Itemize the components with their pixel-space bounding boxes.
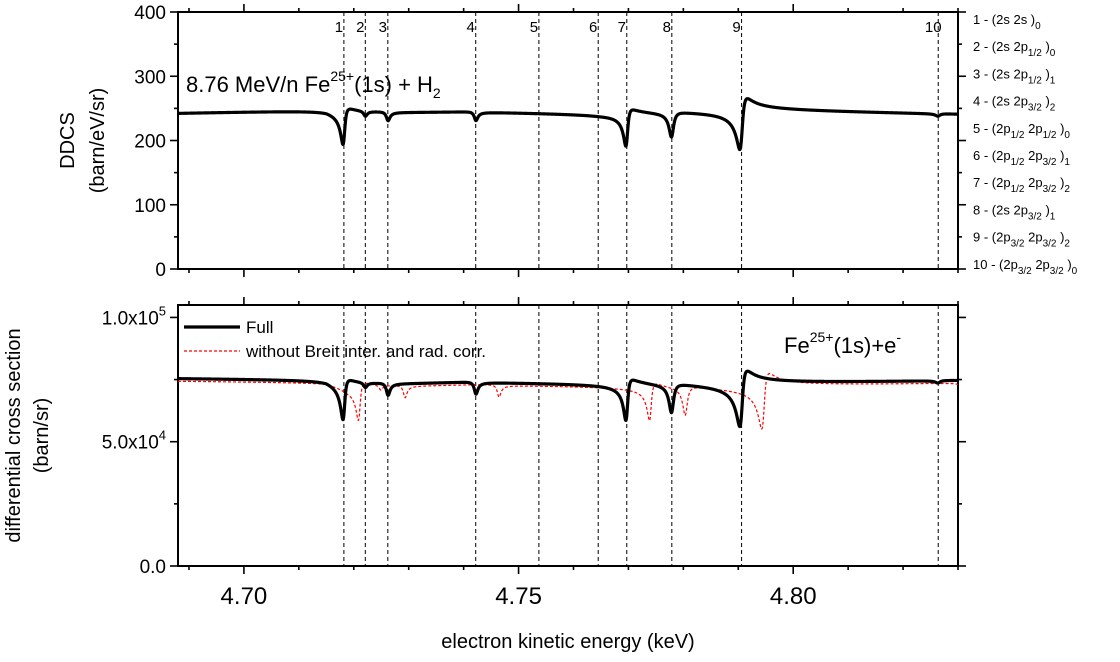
y-tick-label: 0.0 bbox=[140, 557, 166, 578]
resonance-number: 1 bbox=[335, 19, 343, 36]
state-legend-item: 4 - (2s 2p3/2​ )2​ bbox=[973, 94, 1056, 114]
x-tick-label: 4.80 bbox=[770, 583, 817, 610]
ddcs-panel: 0 100 200 300 400 DDCS (barn/eV/sr) 1 2 3 4 5 6 7 8 9 10… bbox=[57, 3, 966, 281]
process-annotation: 8.76 MeV/n Fe25+(1s) + H2 bbox=[186, 68, 441, 101]
resonance-number: 4 bbox=[467, 19, 475, 36]
state-legend-item: 3 - (2s 2p1/2​ )1​ bbox=[973, 66, 1056, 86]
y-axis-label-units: (barn/sr) bbox=[31, 398, 53, 474]
y-tick-label: 1.0x105 bbox=[102, 303, 166, 329]
x-tick-label: 4.75 bbox=[495, 583, 542, 610]
resonance-number: 3 bbox=[379, 19, 387, 36]
resonance-number: 7 bbox=[618, 19, 626, 36]
y-axis-label-units: (barn/eV/sr) bbox=[87, 88, 109, 194]
x-axis-label: electron kinetic energy (keV) bbox=[441, 631, 694, 653]
state-legend: 1 - (2s 2s )0​ 2 - (2s 2p1/2​ )0​ 3 - (2s … bbox=[973, 12, 1078, 277]
resonance-number: 2 bbox=[356, 19, 364, 36]
system-annotation: Fe25+(1s)+e- bbox=[784, 329, 901, 358]
y-tick-label: 200 bbox=[134, 132, 166, 153]
state-legend-item: 5 - (2p1/2​ 2p1/2​ )0​ bbox=[973, 121, 1070, 141]
state-legend-item: 2 - (2s 2p1/2​ )0​ bbox=[973, 39, 1056, 59]
state-legend-item: 10 - (2p3/2​ 2p3/2​ )0​ bbox=[973, 257, 1078, 277]
state-legend-item: 6 - (2p1/2​ 2p3/2​ )1​ bbox=[973, 148, 1070, 168]
state-legend-item: 8 - (2s 2p3/2​ )1​ bbox=[973, 202, 1056, 222]
resonance-number: 5 bbox=[530, 19, 538, 36]
series-line-ddcs bbox=[178, 97, 958, 152]
y-tick-label: 0 bbox=[155, 260, 166, 281]
y-tick-label: 400 bbox=[134, 3, 166, 24]
legend-label: without Breit inter. and rad. corr. bbox=[245, 342, 486, 361]
resonance-number: 9 bbox=[732, 19, 740, 36]
legend-label: Full bbox=[246, 318, 273, 337]
dcs-panel: 0.0 5.0x104 1.0x105 differential cross sect… bbox=[3, 297, 966, 653]
x-tick-label: 4.70 bbox=[221, 583, 268, 610]
state-legend-item: 1 - (2s 2s )0​ bbox=[973, 12, 1041, 32]
resonance-number: 6 bbox=[589, 19, 597, 36]
series-line-without-breit-inter-and-rad-corr bbox=[178, 373, 958, 430]
state-legend-item: 9 - (2p3/2​ 2p3/2​ )2​ bbox=[973, 230, 1070, 250]
y-tick-label: 5.0x104 bbox=[102, 428, 166, 454]
series-line-full bbox=[178, 369, 958, 429]
y-axis-label: DDCS bbox=[57, 112, 79, 169]
plot-frame bbox=[177, 11, 959, 270]
resonance-number: 8 bbox=[663, 19, 671, 36]
y-tick-label: 100 bbox=[134, 196, 166, 217]
state-legend-item: 7 - (2p1/2​ 2p3/2​ )2​ bbox=[973, 175, 1070, 195]
y-axis-label: differential cross section bbox=[3, 328, 25, 542]
plot-frame bbox=[177, 304, 959, 567]
resonance-number: 10 bbox=[925, 19, 942, 36]
y-tick-label: 300 bbox=[134, 67, 166, 88]
